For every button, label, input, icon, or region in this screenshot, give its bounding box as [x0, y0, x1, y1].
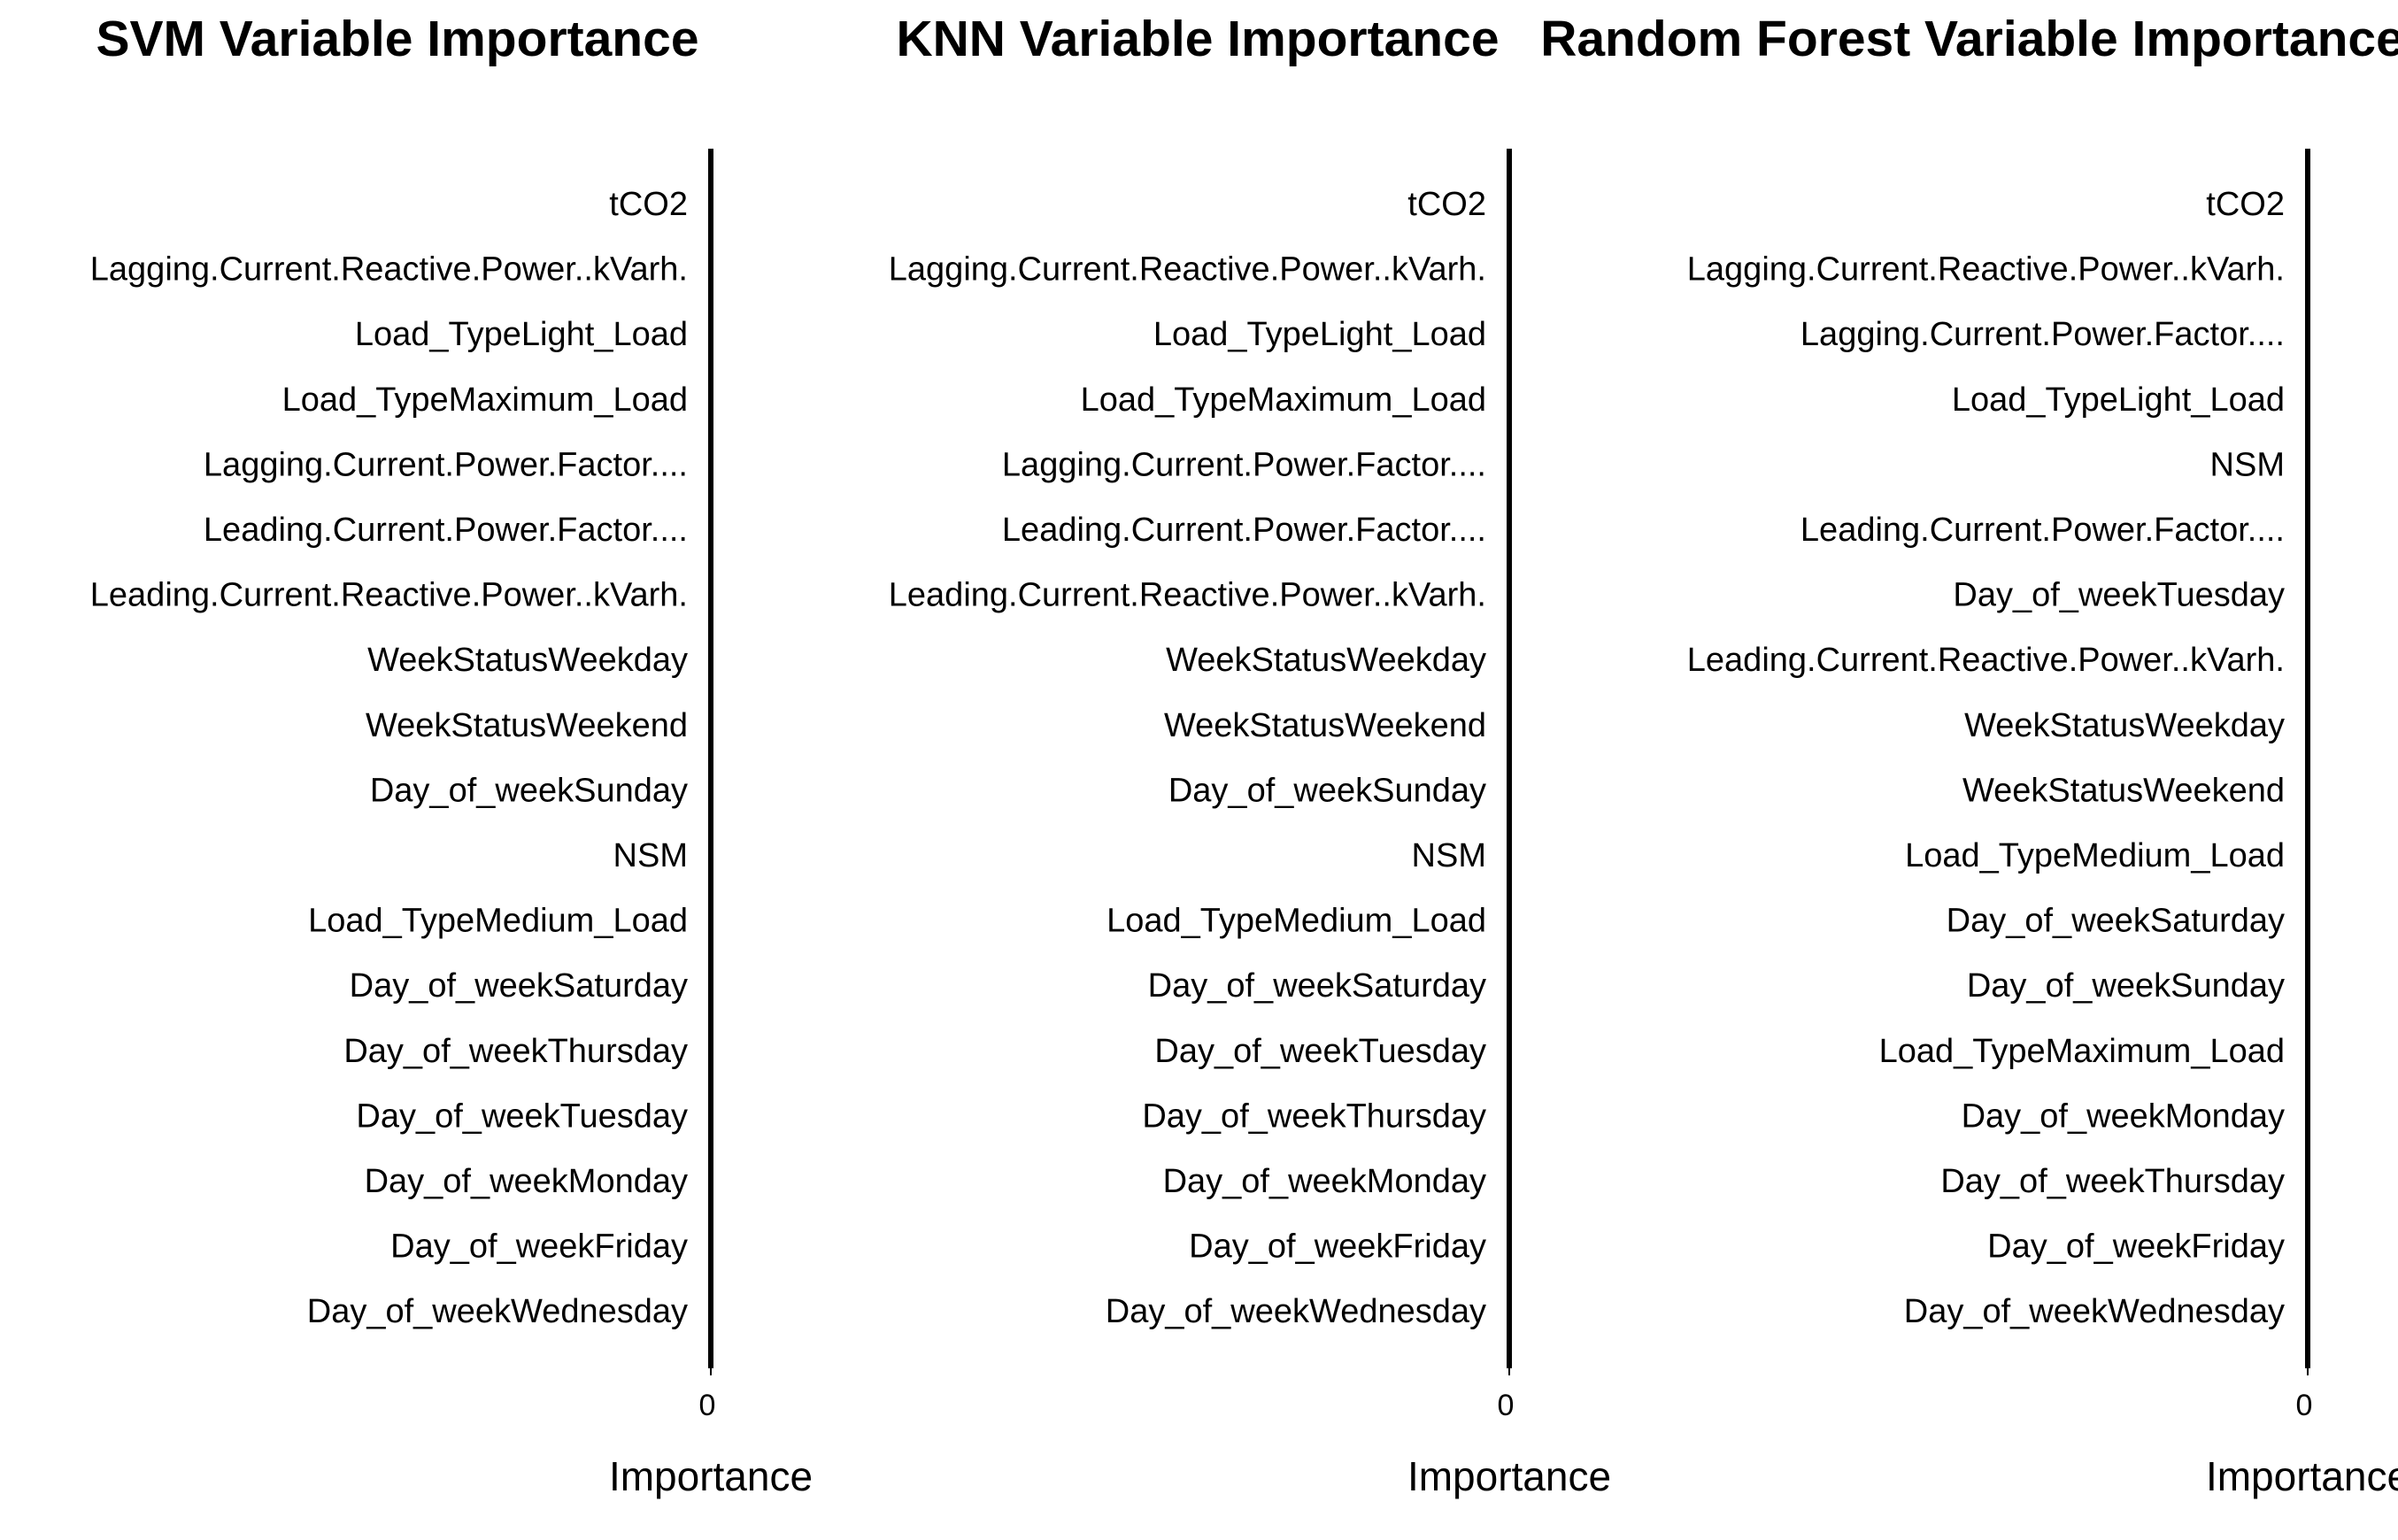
x-axis-label: Importance — [2206, 1453, 2398, 1499]
y-tick-label: Day_of_weekSunday — [1168, 772, 1486, 809]
y-tick-label: Day_of_weekMonday — [1163, 1163, 1486, 1200]
y-tick-label: Day_of_weekMonday — [365, 1163, 688, 1200]
y-tick-label: Load_TypeLight_Load — [1153, 316, 1486, 353]
y-tick-label: Day_of_weekSaturday — [350, 967, 688, 1005]
y-tick-label: Day_of_weekTuesday — [1953, 577, 2285, 614]
y-tick-label: Day_of_weekSaturday — [1947, 903, 2285, 940]
x-tick-label: 0 — [699, 1389, 716, 1422]
y-tick-label: tCO2 — [2206, 186, 2285, 223]
y-tick-label: Day_of_weekFriday — [390, 1228, 688, 1266]
chart-title: KNN Variable Importance — [896, 11, 1499, 67]
y-tick-label: Load_TypeMaximum_Load — [1879, 1033, 2285, 1070]
y-tick-label: Load_TypeLight_Load — [1952, 381, 2285, 419]
y-tick-label: Load_TypeMedium_Load — [1905, 837, 2285, 874]
y-tick-label: NSM — [613, 837, 688, 874]
y-tick-label: Leading.Current.Reactive.Power..kVarh. — [889, 577, 1486, 614]
y-tick-label: Lagging.Current.Reactive.Power..kVarh. — [90, 251, 688, 289]
y-tick-label: Day_of_weekTuesday — [356, 1097, 688, 1135]
y-tick-label: Leading.Current.Power.Factor.... — [204, 512, 688, 549]
y-tick-label: Day_of_weekThursday — [1940, 1163, 2285, 1200]
y-tick-label: Day_of_weekSunday — [1967, 967, 2285, 1005]
y-tick-label: Day_of_weekSunday — [370, 772, 688, 809]
y-tick-label: Day_of_weekFriday — [1189, 1228, 1486, 1266]
y-tick-label: NSM — [1412, 837, 1486, 874]
y-tick-label: Load_TypeMedium_Load — [1106, 903, 1486, 940]
y-tick-label: Lagging.Current.Power.Factor.... — [1800, 316, 2285, 353]
y-tick-label: WeekStatusWeekday — [1166, 642, 1486, 679]
y-tick-label: WeekStatusWeekend — [366, 707, 688, 744]
y-tick-label: Leading.Current.Power.Factor.... — [1002, 512, 1486, 549]
y-tick-label: WeekStatusWeekend — [1962, 772, 2285, 809]
x-axis-label: Importance — [1407, 1453, 1611, 1499]
y-tick-label: NSM — [2210, 446, 2285, 483]
y-tick-label: Load_TypeMedium_Load — [308, 903, 688, 940]
y-tick-label: Day_of_weekTuesday — [1154, 1033, 1486, 1070]
y-tick-label: WeekStatusWeekend — [1164, 707, 1486, 744]
y-tick-label: Load_TypeMaximum_Load — [1081, 381, 1486, 419]
y-tick-label: tCO2 — [609, 186, 688, 223]
y-tick-label: Leading.Current.Power.Factor.... — [1800, 512, 2285, 549]
y-tick-label: Load_TypeLight_Load — [355, 316, 688, 353]
x-tick-label: 0 — [2296, 1389, 2313, 1422]
y-tick-label: Leading.Current.Reactive.Power..kVarh. — [1687, 642, 2285, 679]
x-tick-label: 0 — [1498, 1389, 1515, 1422]
y-tick-label: Day_of_weekWednesday — [1904, 1293, 2285, 1330]
y-tick-label: Day_of_weekThursday — [343, 1033, 688, 1070]
y-tick-label: WeekStatusWeekday — [1964, 707, 2285, 744]
y-tick-label: Lagging.Current.Power.Factor.... — [204, 446, 688, 483]
y-tick-label: Load_TypeMaximum_Load — [282, 381, 688, 419]
chart-title: Random Forest Variable Importance — [1540, 11, 2398, 67]
y-tick-label: Leading.Current.Reactive.Power..kVarh. — [90, 577, 688, 614]
chart-title: SVM Variable Importance — [96, 11, 698, 67]
y-tick-label: tCO2 — [1407, 186, 1486, 223]
y-tick-label: Day_of_weekMonday — [1962, 1097, 2285, 1135]
y-tick-label: Lagging.Current.Reactive.Power..kVarh. — [889, 251, 1486, 289]
y-tick-label: Lagging.Current.Reactive.Power..kVarh. — [1687, 251, 2285, 289]
y-tick-label: Day_of_weekWednesday — [1106, 1293, 1486, 1330]
y-tick-label: Lagging.Current.Power.Factor.... — [1002, 446, 1486, 483]
y-tick-label: WeekStatusWeekday — [367, 642, 688, 679]
y-tick-label: Day_of_weekSaturday — [1148, 967, 1486, 1005]
x-axis-label: Importance — [609, 1453, 813, 1499]
y-tick-label: Day_of_weekFriday — [1987, 1228, 2285, 1266]
y-tick-label: Day_of_weekWednesday — [307, 1293, 688, 1330]
y-tick-label: Day_of_weekThursday — [1142, 1097, 1486, 1135]
